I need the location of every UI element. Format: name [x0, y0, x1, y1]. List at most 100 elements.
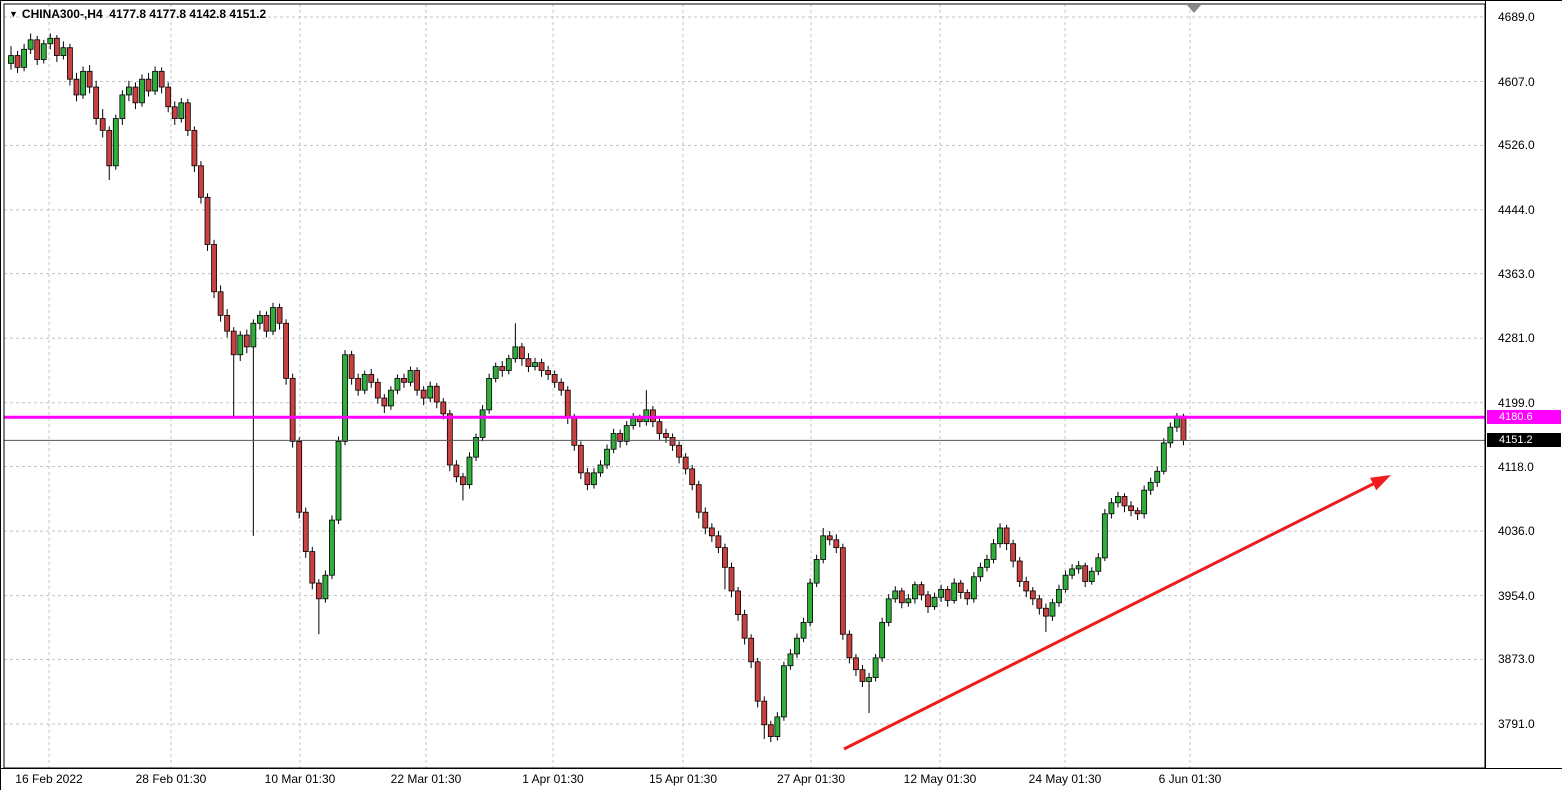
candle-down: [689, 468, 696, 486]
candle-down: [898, 590, 905, 604]
candle-down: [93, 86, 100, 119]
candle-down: [374, 381, 381, 399]
price-axis-border: [1485, 1, 1486, 769]
candle-down: [191, 129, 198, 167]
candle-up: [787, 653, 794, 667]
candle-down: [754, 661, 761, 702]
candle-down: [715, 535, 722, 549]
candle-down: [846, 633, 853, 659]
candle-down: [34, 39, 41, 60]
candle-up: [80, 70, 86, 96]
candle-down: [67, 47, 73, 80]
candle-down: [748, 637, 755, 663]
trend-arrow-head[interactable]: [1369, 475, 1391, 491]
candle-down: [925, 594, 931, 608]
candle-up: [256, 314, 263, 324]
candle-up: [270, 307, 276, 332]
candle-down: [1003, 527, 1010, 545]
price-axis-label: 3791.0: [1498, 717, 1535, 731]
price-axis-label: 4526.0: [1498, 138, 1535, 153]
candle-down: [525, 358, 532, 367]
candle-down: [86, 70, 93, 88]
candle-up: [27, 39, 34, 50]
candle-up: [951, 582, 958, 601]
candle-up: [931, 596, 938, 608]
candle-up: [1101, 513, 1108, 559]
time-axis-label: 1 Apr 01:30: [522, 772, 584, 786]
candle-down: [355, 377, 362, 391]
candle-up: [820, 535, 827, 560]
candle-up: [473, 437, 479, 458]
candle-down: [302, 511, 309, 552]
candle-down: [73, 78, 80, 96]
time-axis[interactable]: 16 Feb 2022 28 Feb 01:30 10 Mar 01:30 22 Ma…: [1, 769, 1562, 790]
candle-up: [1108, 502, 1115, 515]
candle-up: [591, 472, 597, 486]
candle-down: [289, 377, 296, 442]
candle-down: [309, 551, 316, 584]
candle-down: [538, 362, 545, 371]
candle-up: [1075, 565, 1082, 570]
candle-down: [420, 389, 427, 399]
candle-down: [741, 614, 748, 639]
candle-down: [315, 582, 322, 600]
time-axis-label: 15 Apr 01:30: [648, 772, 718, 786]
candle-down: [283, 322, 290, 379]
candle-down: [853, 657, 859, 671]
price-axis-label: 4444.0: [1498, 202, 1535, 217]
resistance-price-tag: 4180.6: [1487, 410, 1561, 425]
candle-up: [152, 70, 159, 92]
time-axis-border: [1, 768, 1562, 769]
candle-down: [1036, 598, 1043, 609]
candle-down: [1010, 543, 1017, 562]
candle-down: [460, 476, 466, 486]
candle-up: [40, 43, 47, 60]
candle-up: [237, 334, 244, 356]
price-axis-label: 4689.0: [1498, 10, 1535, 24]
candle-up: [512, 346, 519, 360]
candle-up: [610, 433, 617, 450]
price-axis[interactable]: 4689.0 4607.0 4526.0 4444.0 4363.0 4281.0 4199…: [1486, 1, 1562, 769]
candle-down: [656, 421, 663, 434]
candle-up: [970, 576, 977, 600]
price-axis-label: 3873.0: [1498, 652, 1535, 667]
candle-up: [984, 559, 990, 568]
candle-down: [722, 547, 728, 568]
candle-up: [892, 590, 899, 600]
candle-up: [492, 366, 499, 379]
candle-down: [663, 433, 669, 438]
candle-down: [453, 464, 460, 478]
candle-down: [669, 437, 676, 446]
time-axis-label: 22 Mar 01:30: [390, 772, 462, 786]
trend-arrow-line[interactable]: [843, 479, 1380, 751]
candle-down: [964, 592, 971, 600]
symbol-dropdown-icon[interactable]: ▼: [9, 9, 18, 19]
candle-up: [997, 527, 1003, 545]
candle-down: [348, 354, 355, 379]
candle-down: [564, 389, 571, 419]
price-axis-label: 3954.0: [1498, 588, 1535, 603]
candle-up: [604, 448, 610, 466]
candle-up: [800, 622, 807, 639]
candle-down: [545, 370, 551, 375]
candle-down: [217, 291, 224, 316]
symbol-name: CHINA300-,H4: [21, 7, 103, 21]
candle-down: [198, 165, 204, 198]
candle-down: [53, 37, 60, 56]
candle-up: [1095, 557, 1102, 572]
candle-up: [879, 622, 886, 659]
candle-down: [617, 433, 624, 442]
candle-down: [728, 566, 735, 592]
price-axis-label: 4363.0: [1498, 266, 1535, 281]
candle-up: [872, 657, 879, 678]
candle-down: [839, 547, 846, 635]
candle-down: [211, 244, 217, 293]
candle-down: [106, 129, 113, 167]
time-axis-label: 27 Apr 01:30: [776, 772, 846, 786]
candle-down: [1128, 505, 1134, 512]
candle-up: [912, 584, 918, 600]
candle-down: [519, 346, 525, 360]
ohlc-values: 4177.8 4177.8 4142.8 4151.2: [109, 7, 267, 21]
candle-down: [499, 366, 506, 371]
